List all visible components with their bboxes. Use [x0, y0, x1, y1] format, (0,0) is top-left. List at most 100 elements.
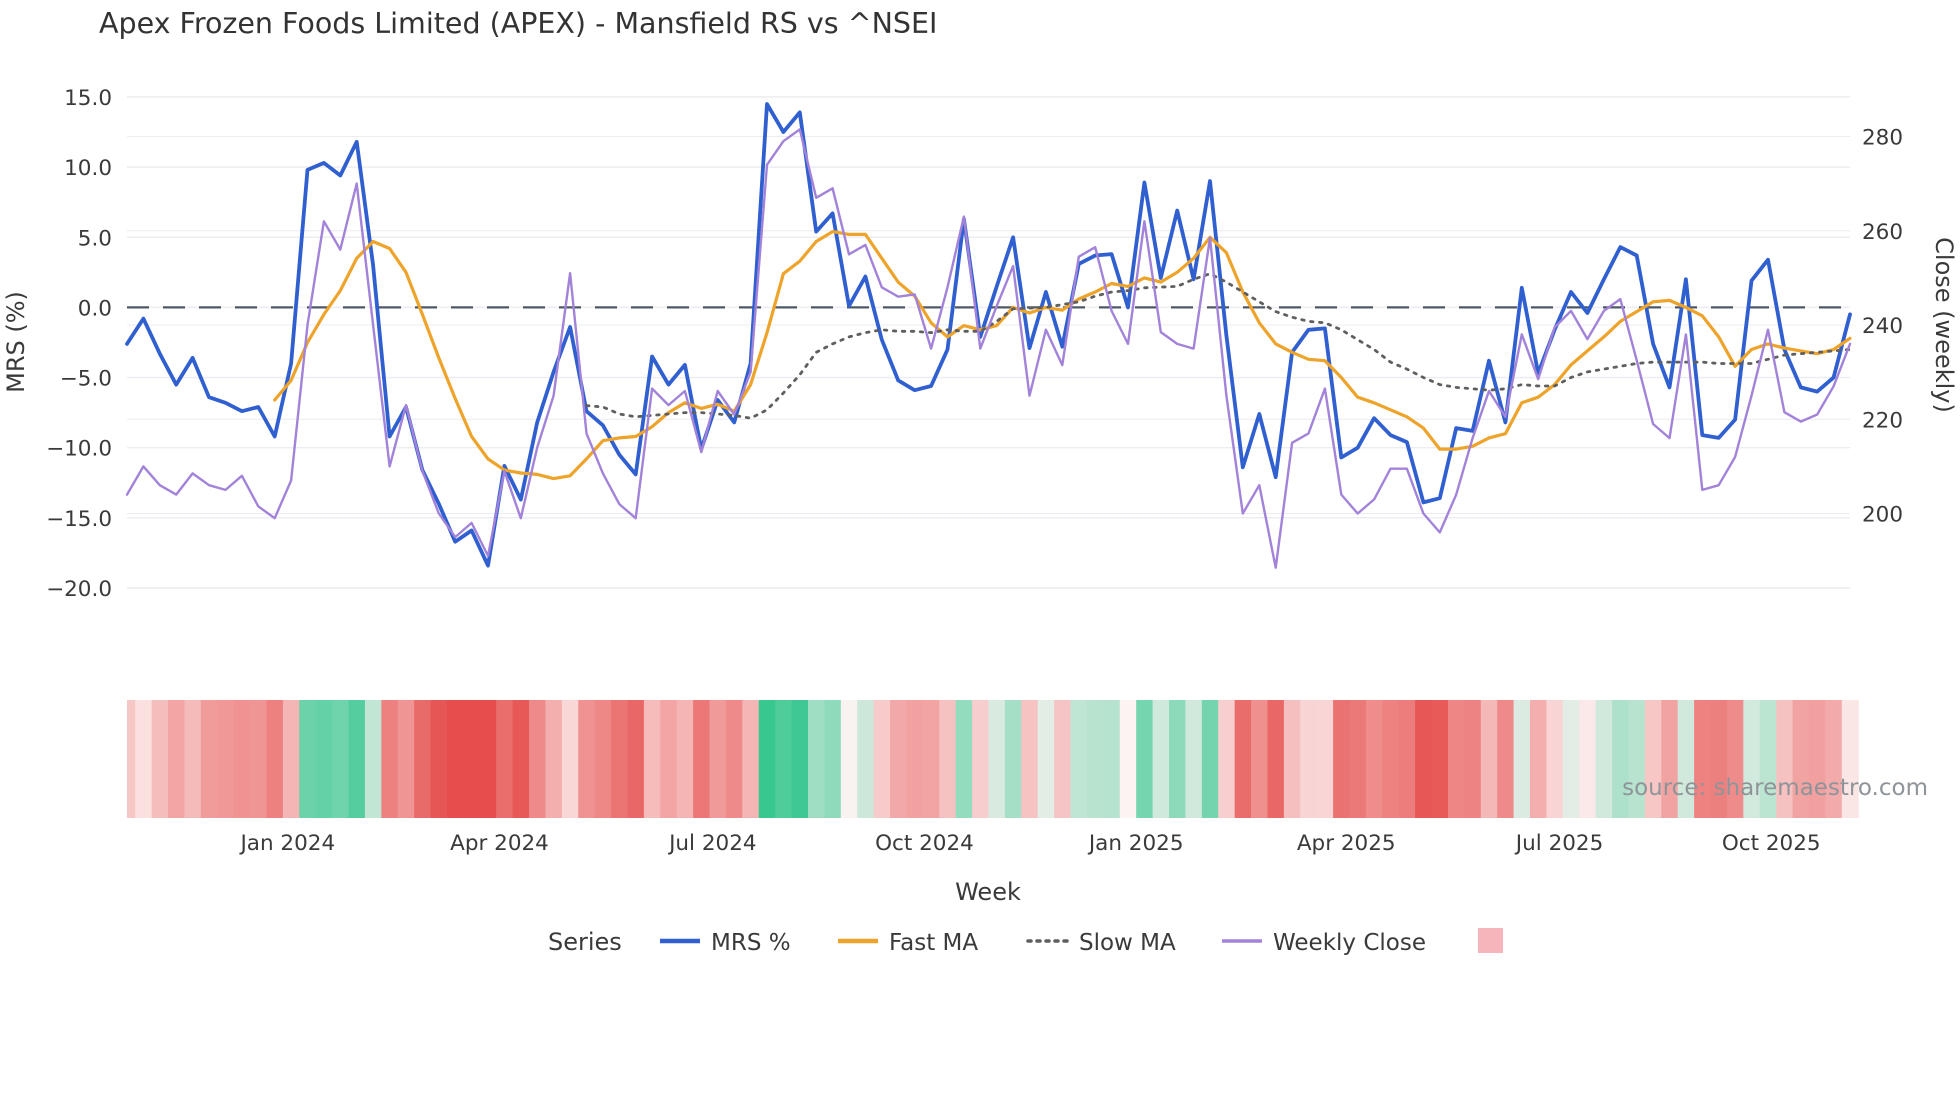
heatmap-cell: [184, 700, 202, 818]
heatmap-cell: [1382, 700, 1400, 818]
right-tick-label: 220: [1862, 408, 1903, 433]
heatmap-cell: [1398, 700, 1416, 818]
heatmap-cell: [1595, 700, 1613, 818]
weekly-close-line: [125, 128, 1852, 569]
heatmap-cell: [775, 700, 793, 818]
heatmap-cell: [1743, 700, 1761, 818]
legend-item-fast-ma[interactable]: Fast MA: [838, 930, 978, 956]
series-lines: [125, 102, 1852, 569]
heatmap-cell: [332, 700, 350, 818]
heatmap-cell: [922, 700, 940, 818]
x-axis-ticks: Jan 2024 Apr 2024 Jul 2024 Oct 2024 Jan 2025…: [238, 831, 1820, 856]
heatmap-cell: [1497, 700, 1515, 818]
heatmap-cell: [873, 700, 891, 818]
heatmap-cell: [233, 700, 251, 818]
legend-item-label: Slow MA: [1079, 930, 1176, 956]
right-axis-label: Close (weekly): [1930, 237, 1958, 413]
heatmap-cell: [807, 700, 826, 818]
legend-item-slow-ma[interactable]: Slow MA: [1026, 930, 1176, 956]
x-tick-label: Oct 2024: [875, 831, 974, 856]
heatmap-cell: [1464, 700, 1482, 818]
right-tick-label: 240: [1862, 314, 1903, 339]
x-tick-label: Jul 2025: [1514, 831, 1604, 856]
heatmap-cell: [627, 700, 645, 818]
legend-item-mrs[interactable]: MRS %: [660, 930, 791, 956]
heatmap-cell: [529, 700, 547, 818]
heatmap-cell: [1694, 700, 1712, 818]
heatmap-cell: [1726, 700, 1744, 818]
heatmap-cell: [1776, 700, 1794, 818]
heatmap-cell: [414, 700, 432, 818]
heatmap-cell: [315, 700, 333, 818]
heatmap-cell: [1677, 700, 1695, 818]
heatmap-cell: [381, 700, 399, 818]
legend-item-label: Fast MA: [889, 930, 978, 956]
x-tick-label: Jan 2024: [238, 831, 335, 856]
heatmap-cell: [561, 700, 579, 818]
heatmap-cell: [364, 700, 382, 818]
heatmap-cell: [217, 700, 235, 818]
heatmap-cell: [266, 700, 284, 818]
heatmap-cell: [1169, 700, 1187, 818]
x-tick-label: Jul 2024: [667, 831, 757, 856]
heatmap-cell: [430, 700, 448, 818]
heatmap-cell: [1644, 700, 1662, 818]
left-tick-label: 5.0: [78, 226, 112, 251]
x-axis-label: Week: [955, 878, 1021, 906]
left-axis-ticks: 15.0 10.0 5.0 0.0 −5.0 −10.0 −15.0 −20.0: [46, 86, 112, 602]
heatmap-cell: [890, 700, 908, 818]
heatmap-cell: [1201, 700, 1219, 818]
heatmap-cell: [578, 700, 596, 818]
heatmap-cell: [463, 700, 481, 818]
heatmap-cell: [282, 700, 300, 818]
heatmap-cell: [857, 700, 875, 818]
heatmap-cell: [1218, 700, 1236, 818]
x-tick-label: Apr 2025: [1297, 831, 1396, 856]
heatmap-cell: [1021, 700, 1039, 818]
heatmap-cell: [1185, 700, 1203, 818]
heatmap-cell: [594, 700, 612, 818]
heatmap-cell: [1316, 700, 1334, 818]
heatmap-cell: [1612, 700, 1630, 818]
legend-item-label: MRS %: [711, 930, 791, 956]
mrs-line: [125, 102, 1852, 568]
heatmap-cell: [1841, 700, 1859, 818]
heatmap-cell: [1431, 700, 1449, 818]
heatmap-cell: [1759, 700, 1777, 818]
heatmap-cell: [1300, 700, 1318, 818]
legend-item-weekly-close[interactable]: Weekly Close: [1222, 930, 1426, 956]
heatmap-cell: [545, 700, 563, 818]
heatmap-cell: [1710, 700, 1728, 818]
heatmap-cell: [1480, 700, 1498, 818]
right-tick-label: 200: [1862, 503, 1903, 528]
heatmap-cell: [1415, 700, 1433, 818]
legend-item-heatmap[interactable]: [1478, 928, 1503, 953]
heatmap-cell: [168, 700, 186, 818]
left-tick-label: 15.0: [64, 86, 112, 111]
left-tick-label: −5.0: [60, 367, 112, 392]
heatmap-cell: [299, 700, 317, 818]
heatmap-cell: [955, 700, 973, 818]
heatmap-cell: [250, 700, 268, 818]
heatmap-cell: [1333, 700, 1351, 818]
heatmap-cell: [1004, 700, 1022, 818]
legend-item-label: Weekly Close: [1273, 930, 1426, 956]
heatmap-cell: [151, 700, 169, 818]
heatmap-cell: [1119, 700, 1137, 818]
heatmap-cell: [1152, 700, 1170, 818]
heatmap-cell: [988, 700, 1006, 818]
left-tick-label: 0.0: [78, 296, 112, 321]
legend-title: Series: [548, 928, 622, 956]
heatmap-cell: [1251, 700, 1269, 818]
heatmap-cell: [1037, 700, 1055, 818]
heatmap-cell: [1136, 700, 1154, 818]
heatmap-cell: [840, 700, 858, 818]
left-tick-label: 10.0: [64, 156, 112, 181]
heatmap-cell: [1365, 700, 1383, 818]
page-title: Apex Frozen Foods Limited (APEX) - Mansf…: [99, 7, 937, 40]
x-tick-label: Apr 2024: [450, 831, 549, 856]
heatmap-cell: [479, 700, 497, 818]
left-tick-label: −10.0: [46, 437, 112, 462]
